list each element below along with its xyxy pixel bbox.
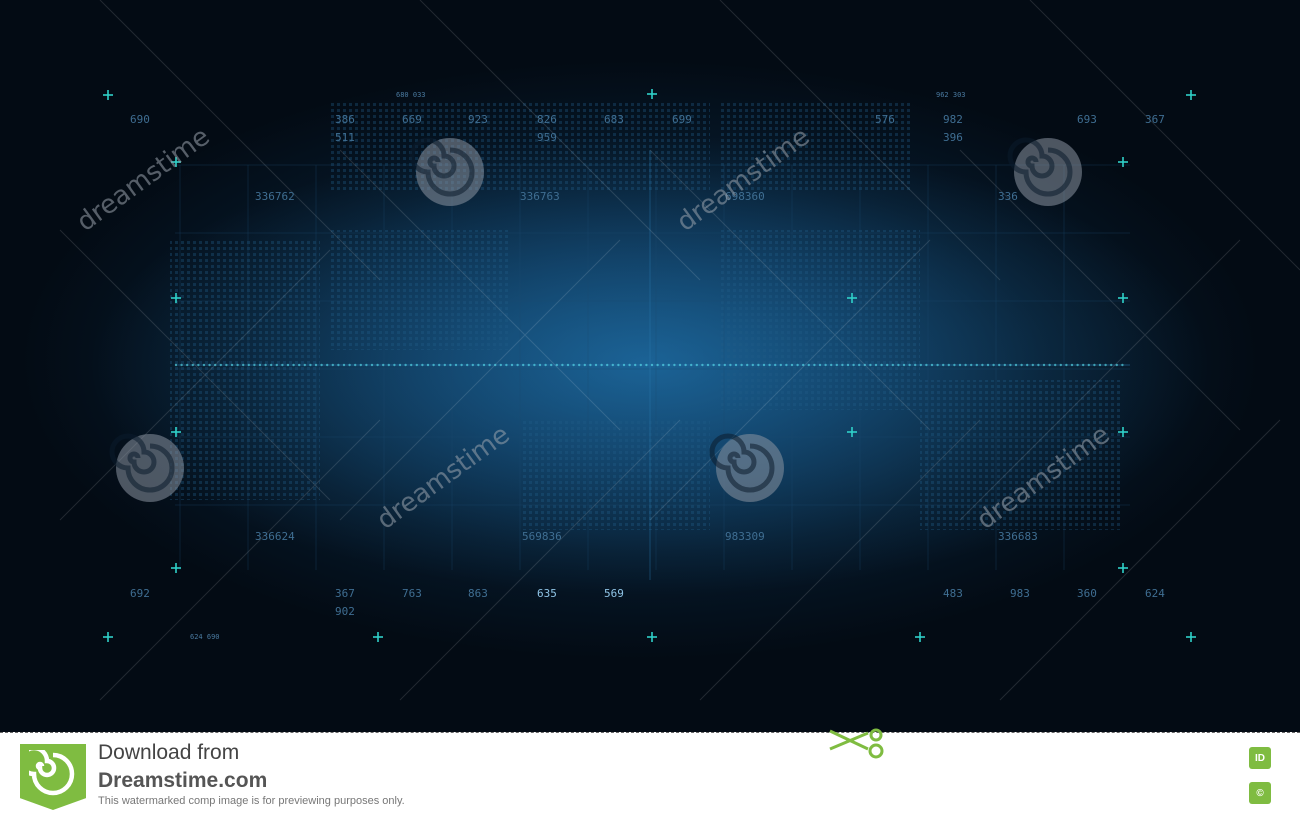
- scissors-icon: [829, 728, 884, 759]
- readout-number: 826: [537, 113, 557, 126]
- readout-number: 367: [1145, 113, 1165, 126]
- image-id-button[interactable]: ID: [1249, 747, 1271, 769]
- readout-number: 699: [672, 113, 692, 126]
- readout-number: 902: [335, 605, 355, 618]
- readout-number: 983: [1010, 587, 1030, 600]
- readout-numbers: 690 386 511 669 680 033 923 826 959 683 699 576 982…: [130, 91, 1165, 641]
- readout-number: 959: [537, 131, 557, 144]
- sound-wave-image: 690 386 511 669 680 033 923 826 959 683 699 576 982…: [0, 0, 1300, 732]
- readout-number: 336624: [255, 530, 295, 543]
- waveform-scene: 690 386 511 669 680 033 923 826 959 683 699 576 982…: [71, 83, 1210, 647]
- readout-number: 624: [1145, 587, 1165, 600]
- watermark-text: dreamstime: [71, 122, 215, 238]
- copyright-button[interactable]: ©: [1249, 782, 1271, 804]
- readout-number: 923: [468, 113, 488, 126]
- grid-panels: [170, 100, 1120, 530]
- readout-number: 336762: [255, 190, 295, 203]
- readout-number: 692: [130, 587, 150, 600]
- readout-number: 680 033: [396, 91, 426, 99]
- readout-number: 483: [943, 587, 963, 600]
- readout-number: 669: [402, 113, 422, 126]
- readout-number: 962 303: [936, 91, 966, 99]
- readout-number: 576: [875, 113, 895, 126]
- dreamstime-logo-icon: [20, 744, 86, 810]
- readout-number: 336763: [520, 190, 560, 203]
- readout-number: 336683: [998, 530, 1038, 543]
- readout-number: 624 690: [190, 633, 220, 641]
- readout-number: 983309: [725, 530, 765, 543]
- readout-number: 982: [943, 113, 963, 126]
- readout-number: 863: [468, 587, 488, 600]
- readout-number: 698360: [725, 190, 765, 203]
- dreamstime-link[interactable]: Dreamstime.com: [98, 769, 268, 792]
- readout-number: 336: [998, 190, 1018, 203]
- spiral-logo-icon: [112, 434, 184, 502]
- audio-waveform: [174, 83, 1124, 647]
- download-footer: Download from Dreamstime.com This waterm…: [0, 728, 1300, 821]
- readout-number: 511: [335, 131, 355, 144]
- cut-line: [0, 732, 1300, 733]
- readout-number: 683: [604, 113, 624, 126]
- readout-number: 693: [1077, 113, 1097, 126]
- readout-number: 690: [130, 113, 150, 126]
- readout-number: 763: [402, 587, 422, 600]
- readout-number: 569836: [522, 530, 562, 543]
- grid-lines: [175, 150, 1130, 580]
- readout-number: 635: [537, 587, 557, 600]
- download-from-label: Download from: [98, 741, 240, 764]
- readout-number: 569: [604, 587, 624, 600]
- readout-number: 386: [335, 113, 355, 126]
- readout-number: 367: [335, 587, 355, 600]
- preview-notice: This watermarked comp image is for previ…: [98, 795, 405, 807]
- plus-markers: [103, 89, 1196, 642]
- readout-number: 360: [1077, 587, 1097, 600]
- readout-number: 396: [943, 131, 963, 144]
